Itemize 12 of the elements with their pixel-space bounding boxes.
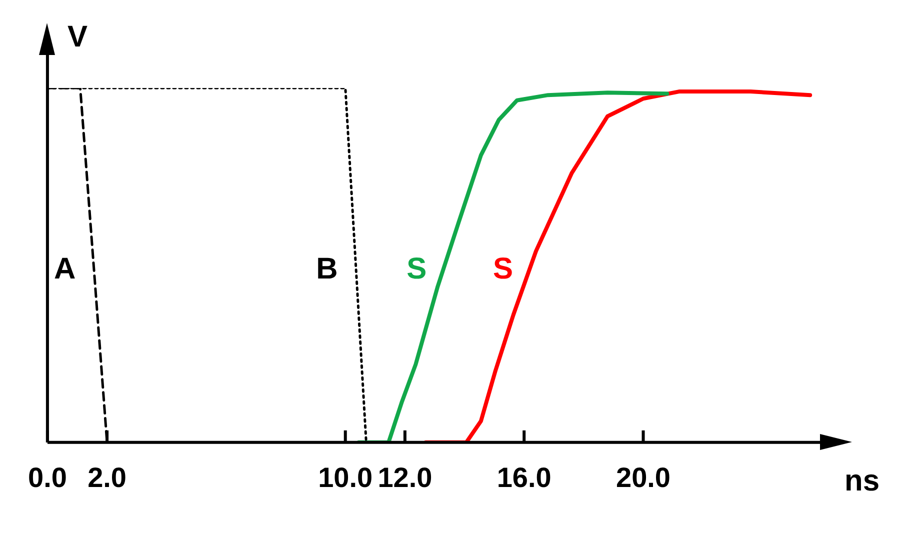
- x-tick-label: 12.0: [378, 462, 432, 493]
- series-label: A: [54, 252, 76, 286]
- series-label: B: [316, 252, 338, 286]
- x-tick-label: 16.0: [496, 462, 552, 493]
- x-tick-label: 2.0: [88, 462, 127, 493]
- series-label: S: [406, 252, 427, 286]
- x-axis-title: ns: [844, 464, 880, 498]
- x-tick-label: 0.0: [28, 462, 67, 493]
- x-tick-label: 20.0: [616, 462, 671, 493]
- y-axis-title: V: [67, 20, 88, 54]
- x-tick-label: 10.0: [318, 462, 373, 493]
- series-label: S: [492, 252, 513, 286]
